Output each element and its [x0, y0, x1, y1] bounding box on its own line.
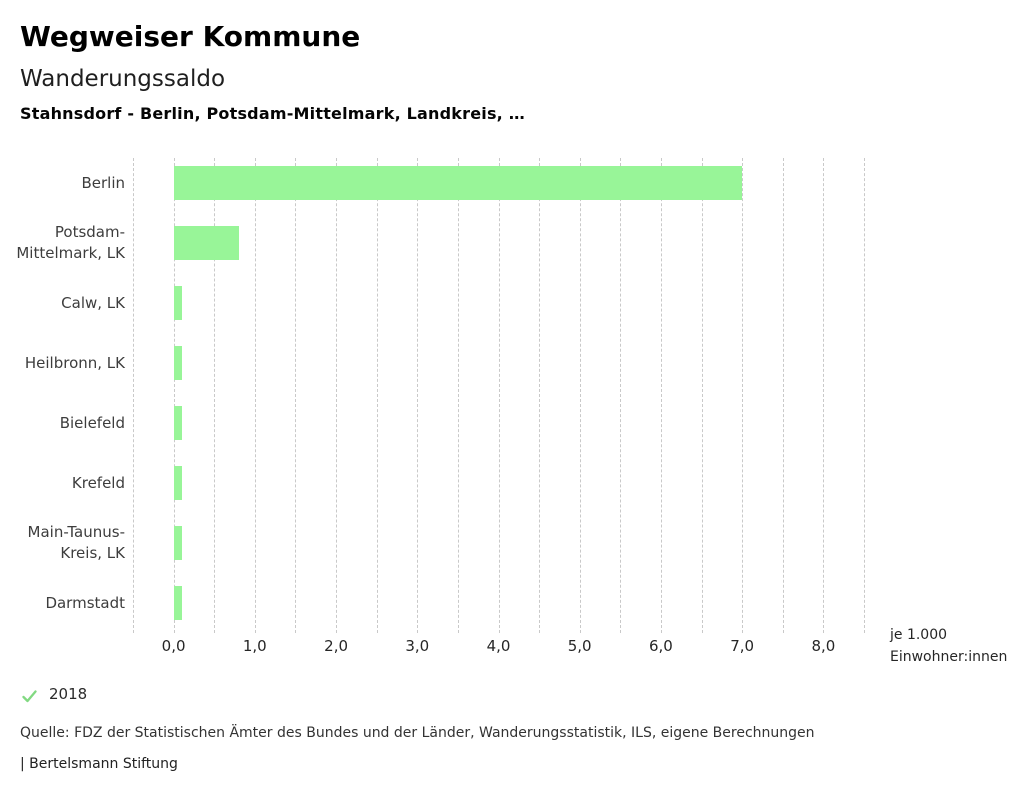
tick-label: 0,0	[161, 637, 186, 655]
gridline	[701, 158, 703, 633]
source-text: Quelle: FDZ der Statistischen Ämter des …	[20, 725, 815, 741]
gridline	[579, 158, 581, 633]
category-label: Potsdam- Mittelmark, LK	[16, 223, 125, 262]
gridline	[457, 158, 459, 633]
gridline	[498, 158, 500, 633]
bar-2[interactable]	[173, 286, 182, 320]
unit-label-line2: Einwohner:innen	[890, 648, 1008, 665]
gridline	[782, 158, 784, 633]
gridline	[823, 158, 825, 633]
gridline	[173, 158, 175, 633]
gridline	[864, 158, 865, 633]
category-label: Heilbronn, LK	[24, 353, 125, 372]
tick-label: 1,0	[242, 637, 267, 655]
x-axis-unit-label: je 1.000 Einwohner:innen	[890, 625, 1007, 668]
gridline	[742, 158, 744, 633]
category-label: Main-Taunus- Kreis, LK	[27, 523, 125, 562]
legend-item-2018[interactable]: 2018	[22, 685, 87, 703]
gridline	[417, 158, 419, 633]
check-icon	[22, 688, 37, 702]
gridline	[254, 158, 256, 633]
tick-label: 7,0	[730, 637, 755, 655]
tick-label: 3,0	[405, 637, 430, 655]
category-label: Bielefeld	[59, 413, 125, 432]
gridline	[539, 158, 541, 633]
gridline	[133, 158, 134, 633]
gridline	[336, 158, 338, 633]
gridline	[620, 158, 622, 633]
unit-label-line1: je 1.000	[890, 627, 948, 643]
x-axis-ticks: 0,0 1,0 2,0 3,0 4,0 5,0 6,0 7,0 8,0	[0, 637, 1024, 657]
bar-6[interactable]	[173, 526, 182, 560]
tick-label: 2,0	[324, 637, 349, 655]
category-label: Calw, LK	[61, 293, 125, 312]
tick-label: 6,0	[648, 637, 673, 655]
tick-label: 5,0	[567, 637, 592, 655]
gridline	[376, 158, 378, 633]
category-label: Berlin	[81, 173, 125, 192]
bar-5[interactable]	[173, 466, 182, 500]
legend-year-label: 2018	[49, 685, 88, 703]
category-label: Darmstadt	[45, 593, 125, 612]
app-title: Wegweiser Kommune	[20, 20, 361, 53]
chart-title: Wanderungssaldo	[20, 66, 226, 92]
gridline	[214, 158, 216, 633]
gridline	[295, 158, 297, 633]
plot-area	[133, 153, 865, 633]
chart-caption: Stahnsdorf - Berlin, Potsdam-Mittelmark,…	[20, 104, 525, 123]
gridline	[660, 158, 662, 633]
brand-text: | Bertelsmann Stiftung	[20, 756, 178, 772]
category-label: Krefeld	[71, 473, 125, 492]
tick-label: 4,0	[486, 637, 511, 655]
tick-label: 8,0	[811, 637, 836, 655]
bar-4[interactable]	[173, 406, 182, 440]
bar-chart: Berlin Potsdam- Mittelmark, LK Calw, LK Heil…	[0, 153, 1024, 633]
bar-7[interactable]	[173, 586, 182, 620]
bar-0[interactable]	[173, 166, 743, 200]
bar-1[interactable]	[173, 226, 239, 260]
bar-3[interactable]	[173, 346, 182, 380]
